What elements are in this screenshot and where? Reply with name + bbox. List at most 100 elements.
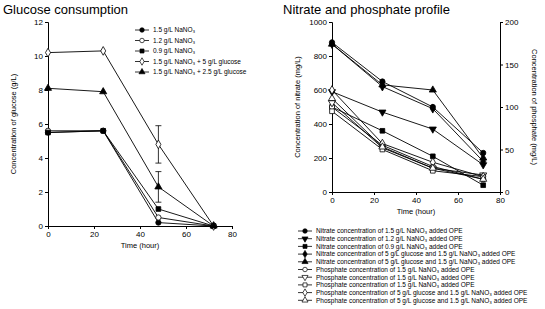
marker [379,110,386,116]
tick-label: 12 [34,18,43,27]
tick-mark [45,226,48,227]
tick-label: 40 [412,196,421,205]
series-line [332,107,483,185]
marker [44,84,51,90]
legend-label: 1.5 g/L NaNO₃ [153,26,196,34]
legend-symbol [140,38,145,43]
legend-label: 1.5 g/L NaNO₃ + 5 g/L glucose [153,58,241,66]
tick-label: 150 [505,61,519,70]
marker [328,101,335,107]
tick-mark [500,150,503,151]
error-cap [155,171,161,172]
tick-mark [416,192,417,195]
tick-label: 800 [314,52,328,61]
series-line [48,88,214,226]
marker [45,130,50,135]
legend-symbol [302,258,308,263]
y-axis: 024681012 [34,18,48,231]
tick-label: 10 [34,52,43,61]
marker [45,48,50,57]
tick: 200 [314,154,332,163]
tick-mark [45,192,48,193]
y2-axis-title: Concentration of phosphate (mg/L) [530,49,539,165]
series-line [48,51,214,226]
marker [328,40,335,46]
y-axis-title: Concentration of nitrate (mg/L) [293,56,302,158]
tick-label: 400 [314,120,328,129]
error-cap [155,163,161,164]
tick: 0 [46,226,51,239]
marker [156,140,161,149]
tick: 4 [39,154,48,163]
tick-mark [500,192,503,193]
marker [430,104,435,113]
tick-label: 0 [505,188,510,197]
series-line [332,44,483,158]
error-bar [155,172,161,203]
series-line [332,99,483,180]
y2-axis: 050100150200 [500,18,519,197]
tick: 2 [39,188,48,197]
axis-line [501,23,504,193]
axis-line [49,227,233,230]
x-axis: 020406080 [46,226,237,239]
tick: 0 [323,188,332,197]
marker [101,47,106,56]
marker [429,127,436,133]
legend-symbol [140,28,145,33]
tick-label: 60 [182,230,191,239]
legend-symbol [302,237,308,242]
marker [328,94,335,100]
marker [429,86,436,92]
legend-symbol [303,229,308,234]
error-cap [155,202,161,203]
legend-label: 0.9 g/L NaNO₃ [153,47,196,55]
chart: Glucose consumption020406080024681012Tim… [3,2,247,250]
legend: 1.5 g/L NaNO₃ 1.2 g/L NaNO₃ 0.9 g/L NaNO₃ 1… [135,26,247,76]
legend-symbol [302,297,308,302]
tick: 150 [500,61,519,70]
marker [429,164,436,170]
legend-symbol [140,49,144,53]
marker [101,128,106,133]
marker [329,86,334,95]
x-axis-title: Time (hour) [121,241,160,250]
tick-mark [232,226,233,229]
tick-mark [458,192,459,195]
marker [155,183,162,189]
tick: 60 [454,192,463,205]
series-line [332,107,483,179]
marker [480,175,487,181]
legend-label: 1.2 g/L NaNO₃ [153,37,196,45]
marker [210,222,217,228]
tick-mark [45,124,48,125]
series-line [48,131,214,226]
tick: 80 [228,226,237,239]
y-axis-title: Concentration of glucose (g/L) [9,73,18,174]
axis-line [333,193,501,196]
tick-label: 200 [314,154,328,163]
tick-mark [329,158,332,159]
legend-label: Phosphate concentration of 5 g/L glucose… [316,297,528,305]
marker [46,130,51,135]
tick: 40 [412,192,421,205]
marker [380,128,385,133]
x-axis: 020406080 [330,192,505,205]
tick-mark [329,192,332,193]
tick-mark [329,124,332,125]
error-cap [155,125,161,126]
tick-label: 200 [505,18,519,27]
tick: 100 [500,103,519,112]
tick: 1000 [309,18,332,27]
figure: Glucose consumption020406080024681012Tim… [0,0,545,309]
marker [156,215,161,220]
tick: 0 [330,192,335,205]
tick-label: 2 [39,188,44,197]
title: Nitrate and phosphate profile [283,2,450,17]
legend-symbol [302,275,308,280]
legend-label: 1.5 g/L NaNO₃ + 2.5 g/L glucose [153,68,247,76]
marker [480,154,487,160]
tick-mark [500,107,503,108]
legend-symbol [303,289,307,296]
tick-label: 0 [323,188,328,197]
